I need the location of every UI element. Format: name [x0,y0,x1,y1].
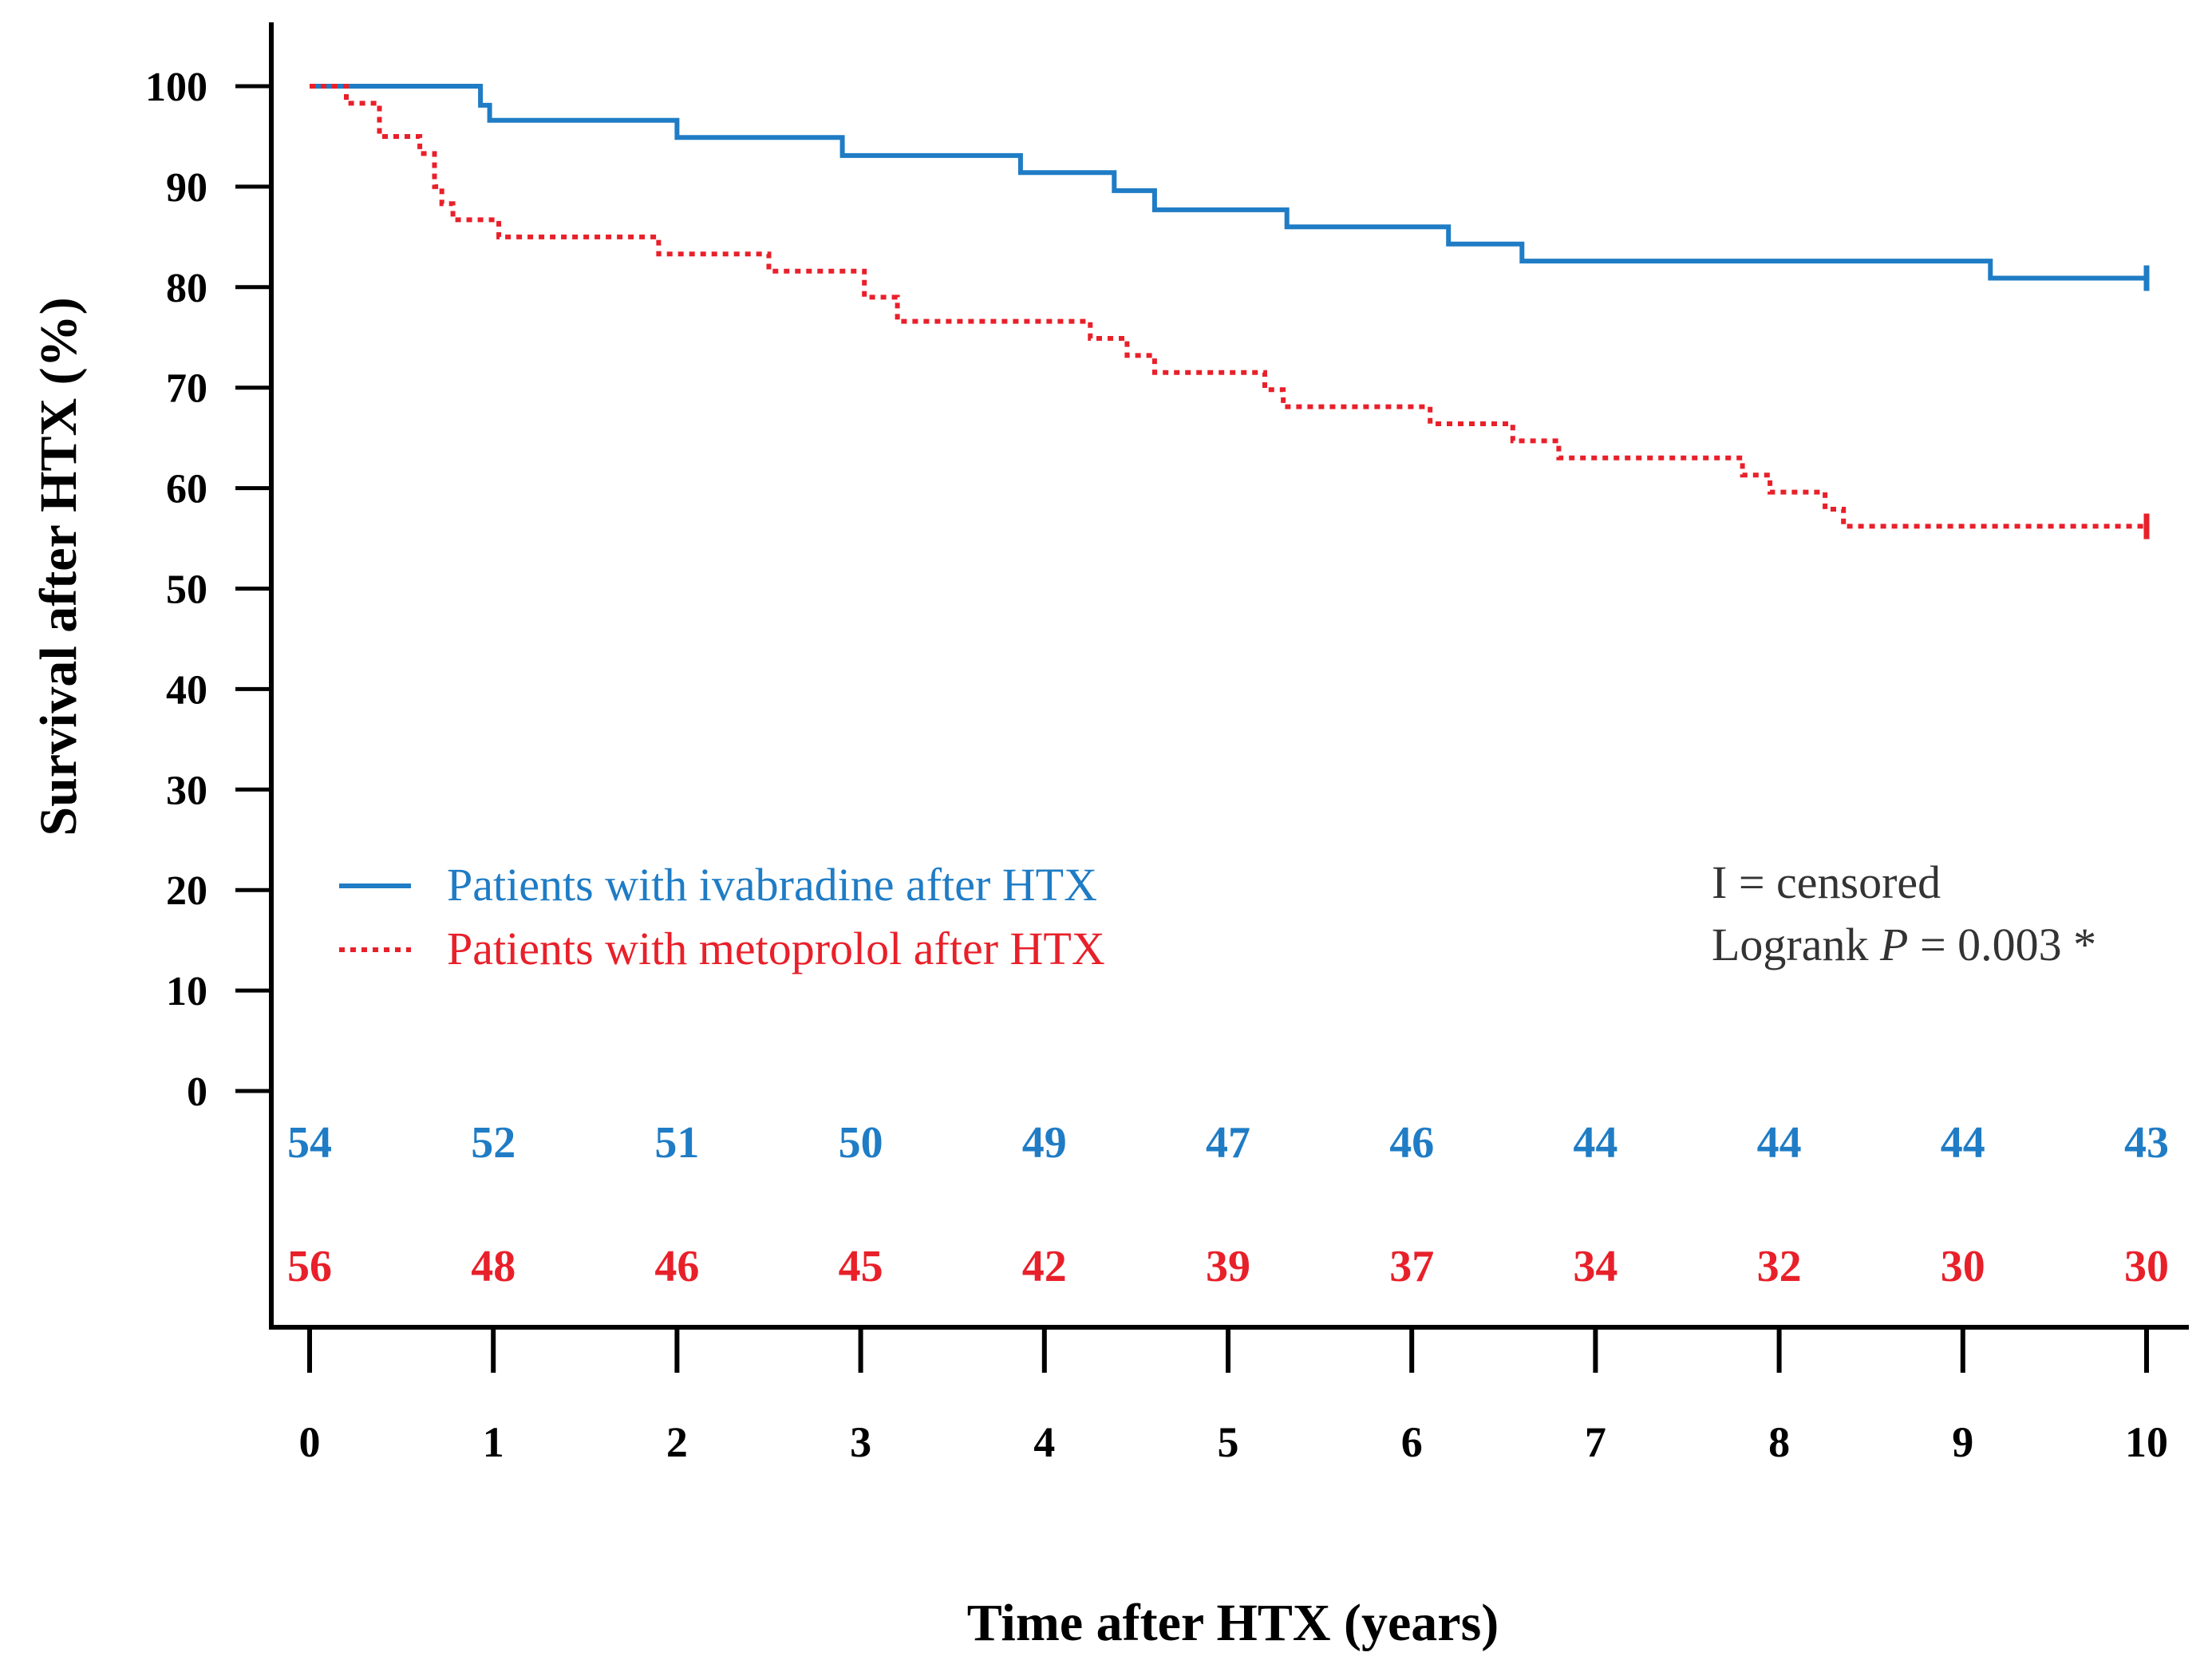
annotation: I = censored Logrank P = 0.003 * [1712,856,2096,970]
x-tick-label: 3 [850,1418,871,1466]
at-risk-ivabradine: 47 [1206,1118,1250,1168]
y-tick-label: 100 [145,65,207,110]
y-tick-label: 50 [166,567,207,613]
at-risk-ivabradine: 51 [654,1118,699,1168]
x-tick-label: 8 [1768,1418,1790,1466]
x-tick-label: 1 [483,1418,504,1466]
y-tick-label: 90 [166,165,207,211]
y-axis-title: Survival after HTX (%) [30,297,88,836]
censored-note: I = censored [1712,856,1941,908]
y-tick-label: 80 [166,266,207,311]
number-at-risk-table: 54 52 51 50 49 47 46 44 44 44 43 56 48 46 45 42 39 37 34 32… [287,1118,2169,1291]
x-tick-label: 0 [299,1418,321,1466]
x-tick-label: 4 [1033,1418,1055,1466]
survival-curve-ivabradine [310,84,2147,281]
y-axis-ticks: 0 10 20 30 40 50 60 70 80 90 100 [145,65,271,1115]
at-risk-ivabradine: 54 [287,1118,332,1168]
at-risk-ivabradine: 46 [1389,1118,1434,1168]
at-risk-ivabradine: 44 [1573,1118,1617,1168]
survival-curve-metoprolol [310,84,2147,529]
x-tick-label: 9 [1952,1418,1973,1466]
x-tick-label: 7 [1585,1418,1606,1466]
at-risk-metoprolol: 32 [1757,1242,1802,1291]
at-risk-ivabradine: 43 [2124,1118,2169,1168]
y-tick-label: 30 [166,768,207,813]
x-tick-label: 6 [1401,1418,1423,1466]
at-risk-ivabradine: 49 [1022,1118,1067,1168]
at-risk-metoprolol: 34 [1573,1242,1617,1291]
at-risk-metoprolol: 46 [654,1242,699,1291]
x-axis-title: Time after HTX (years) [967,1594,1499,1652]
at-risk-metoprolol: 30 [2124,1242,2169,1291]
at-risk-ivabradine: 50 [839,1118,883,1168]
y-tick-label: 60 [166,467,207,512]
logrank-p-value: = 0.003 * [1920,919,2096,970]
at-risk-metoprolol: 30 [1941,1242,1985,1291]
legend-label-ivabradine: Patients with ivabradine after HTX [447,859,1097,911]
x-tick-label: 10 [2125,1418,2168,1466]
y-tick-label: 40 [166,667,207,713]
y-tick-label: 0 [187,1069,207,1115]
logrank-label: Logrank [1712,919,1869,970]
at-risk-metoprolol: 45 [839,1242,883,1291]
y-tick-label: 10 [166,969,207,1014]
at-risk-ivabradine: 52 [471,1118,515,1168]
at-risk-metoprolol: 48 [471,1242,515,1291]
x-tick-label: 2 [666,1418,688,1466]
at-risk-metoprolol: 42 [1022,1242,1067,1291]
x-axis-ticks: 0 1 2 3 4 5 6 7 8 9 10 [299,1327,2168,1466]
y-tick-label: 20 [166,868,207,914]
logrank-p-symbol: P [1879,919,1908,970]
x-tick-label: 5 [1218,1418,1239,1466]
at-risk-metoprolol: 39 [1206,1242,1250,1291]
at-risk-ivabradine: 44 [1757,1118,1802,1168]
legend-label-metoprolol: Patients with metoprolol after HTX [447,923,1105,974]
y-tick-label: 70 [166,366,207,412]
at-risk-metoprolol: 56 [287,1242,332,1291]
logrank-note: Logrank P = 0.003 * [1712,919,2096,970]
legend: Patients with ivabradine after HTX Patie… [339,859,1105,974]
series-layer [310,84,2150,540]
at-risk-metoprolol: 37 [1389,1242,1434,1291]
at-risk-ivabradine: 44 [1941,1118,1985,1168]
